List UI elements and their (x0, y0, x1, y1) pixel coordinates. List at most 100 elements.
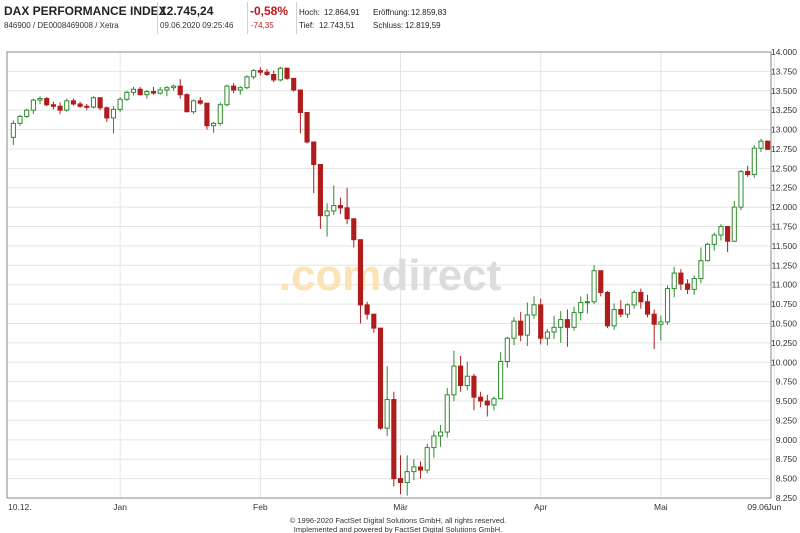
candle-body (491, 398, 497, 406)
price-cell: 12.745,24 09.06.2020 09:25:46 (157, 2, 245, 34)
change-percent: -0,58% (250, 4, 289, 18)
y-tick-label: 12.750 (771, 144, 797, 154)
candle-body (177, 85, 183, 96)
candle-body (471, 375, 477, 398)
quote-datetime: 09.06.2020 09:25:46 (160, 21, 234, 30)
candle-body (658, 321, 664, 325)
candle-body (678, 272, 684, 285)
candle-body (277, 67, 283, 81)
candle-body (50, 104, 56, 107)
candle-body (618, 309, 624, 315)
last-price: 12.745,24 (160, 4, 214, 18)
candle-body (464, 375, 470, 387)
candle-body (758, 140, 764, 149)
candle-body (731, 206, 737, 242)
candle-body (10, 122, 16, 138)
candle-body (217, 104, 223, 124)
candle-body (531, 304, 537, 316)
candle-body (391, 398, 397, 480)
candle-body (751, 147, 757, 176)
candle-body (397, 478, 404, 483)
candle-body (351, 218, 357, 241)
candle-body (558, 319, 564, 328)
candle-body (451, 365, 457, 396)
y-tick-label: 11.250 (772, 260, 798, 270)
open-label: Eröffnung: (373, 8, 410, 17)
low-value: 12.743,51 (319, 21, 355, 30)
candle-body (357, 239, 364, 306)
candle-body (484, 400, 490, 406)
candle-body (604, 291, 611, 327)
candle-body (698, 260, 704, 279)
y-tick-label: 9.750 (776, 377, 798, 387)
candle-body (90, 97, 97, 108)
candle-body (671, 272, 677, 290)
candle-body (638, 291, 644, 303)
quote-header: DAX PERFORMANCE INDEX 846900 / DE0008469… (0, 0, 800, 36)
close-value: 12.819,59 (405, 21, 441, 30)
y-axis: 8.250 8.500 8.750 9.000 9.250 9.500 9.750 10.00… (771, 47, 797, 503)
y-tick-label: 13.250 (771, 105, 797, 115)
candle-body (631, 291, 637, 306)
candle-body (224, 85, 230, 106)
candle-body (458, 365, 464, 387)
candle-body (130, 88, 137, 93)
candle-body (644, 301, 651, 315)
candle-body (191, 100, 197, 113)
gridlines (7, 51, 775, 499)
instrument-id: 846900 / DE0008469008 / Xetra (4, 21, 119, 30)
candle-body (337, 205, 344, 209)
candle-body (271, 73, 277, 81)
y-tick-label: 8.250 (776, 493, 798, 503)
y-tick-label: 8.750 (776, 454, 798, 464)
open-value: 12.859,83 (411, 8, 447, 17)
candle-body (651, 313, 657, 325)
candle-body (524, 314, 530, 336)
candle-body (437, 431, 444, 437)
candle-body (718, 226, 724, 236)
candles (10, 66, 771, 496)
instrument-cell: DAX PERFORMANCE INDEX 846900 / DE0008469… (4, 2, 167, 34)
candle-body (117, 98, 123, 110)
instrument-name: DAX PERFORMANCE INDEX (4, 4, 167, 18)
y-tick-label: 13.500 (771, 86, 797, 96)
high-value: 12.864,91 (324, 8, 360, 17)
candle-body (551, 326, 557, 333)
candle-body (124, 91, 130, 100)
candle-body (291, 77, 297, 91)
y-tick-label: 10.250 (771, 338, 797, 348)
candle-body (331, 205, 337, 212)
candle-body (377, 327, 384, 429)
y-tick-label: 12.250 (771, 183, 797, 193)
candle-body (431, 435, 437, 449)
candle-body (598, 270, 604, 293)
low-label: Tief: (299, 21, 315, 30)
candle-body (30, 99, 36, 111)
candle-body (231, 85, 237, 91)
x-tick-label: Apr (534, 502, 547, 512)
change-absolute: -74,35 (251, 21, 274, 30)
candle-body (144, 91, 150, 96)
y-tick-label: 10.000 (771, 357, 797, 367)
watermark-part2: direct (381, 251, 501, 300)
candle-body (70, 100, 76, 105)
x-tick-label: Mär (393, 502, 408, 512)
change-cell: -0,58% -74,35 (247, 2, 294, 34)
candle-body (244, 76, 250, 89)
candle-body (504, 337, 510, 362)
candle-body (664, 288, 671, 323)
candle-body (478, 396, 484, 402)
y-tick-label: 13.000 (771, 125, 797, 135)
candle-body (417, 466, 424, 471)
candle-body (691, 277, 697, 290)
candle-body (137, 88, 143, 96)
candle-body (157, 89, 163, 94)
candle-body (317, 163, 323, 217)
candle-body (110, 108, 117, 119)
candle-body (170, 85, 177, 89)
y-tick-label: 13.750 (771, 66, 797, 76)
candle-body (17, 115, 23, 124)
x-tick-label: 09.06. (747, 502, 771, 512)
candle-body (184, 94, 190, 113)
high-label: Hoch: (299, 8, 320, 17)
